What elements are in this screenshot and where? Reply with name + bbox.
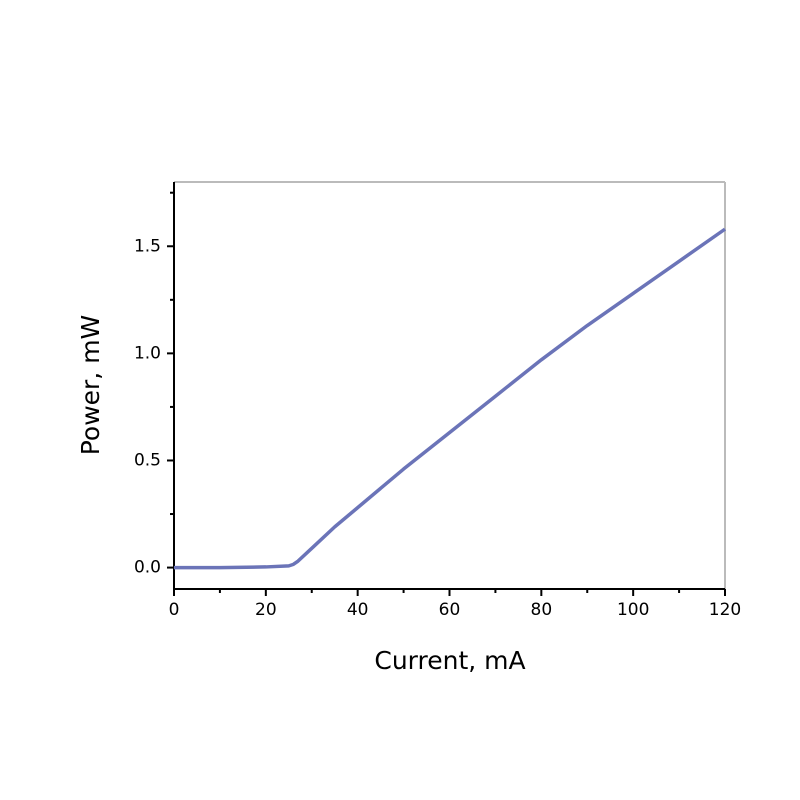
x-tick-label: 40 (347, 600, 369, 620)
y-axis-title: Power, mW (76, 315, 105, 456)
x-tick-label: 120 (709, 600, 741, 620)
data-line (174, 227, 727, 570)
x-tick-label: 80 (531, 600, 553, 620)
x-tick-label: 60 (439, 600, 461, 620)
y-tick-label: 0.0 (134, 558, 161, 578)
x-tick-label: 20 (255, 600, 277, 620)
y-tick-label: 1.0 (134, 343, 161, 363)
y-tick-label: 1.5 (134, 236, 161, 256)
x-tick-label: 0 (169, 600, 180, 620)
x-axis-title: Current, mA (374, 646, 525, 675)
y-tick-label: 0.5 (134, 450, 161, 470)
x-tick-label: 100 (617, 600, 649, 620)
